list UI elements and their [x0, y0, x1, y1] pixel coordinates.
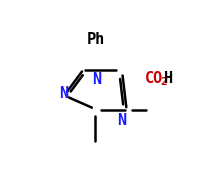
Text: CO: CO	[145, 71, 163, 86]
Text: 2: 2	[160, 77, 167, 87]
Text: Ph: Ph	[86, 32, 105, 47]
Text: N: N	[59, 86, 68, 101]
Text: N: N	[92, 72, 101, 87]
Text: N: N	[117, 112, 126, 128]
Text: H: H	[164, 71, 173, 86]
